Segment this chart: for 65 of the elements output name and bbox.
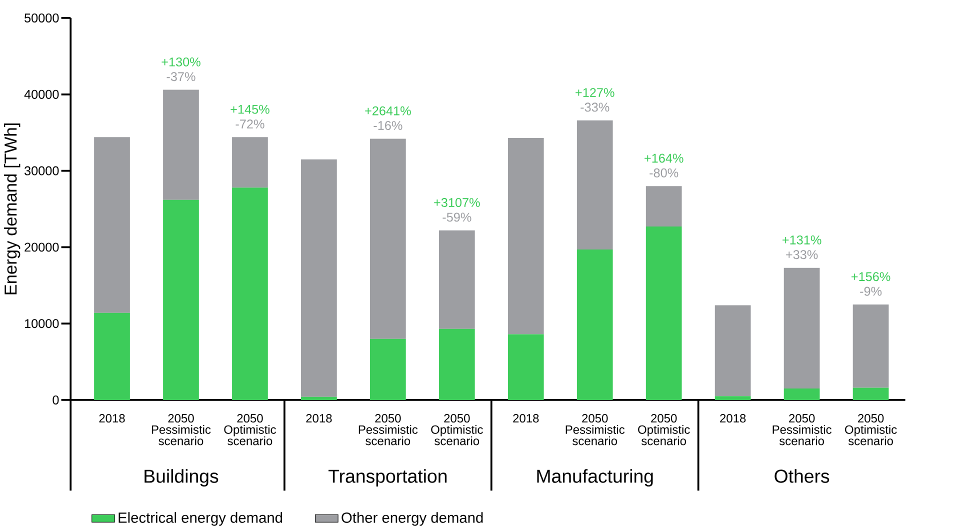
bar: [714, 305, 751, 396]
annotation: -9%: [860, 286, 882, 296]
bar: [163, 90, 199, 200]
bar: [301, 159, 337, 397]
bar: [438, 230, 475, 329]
y-tick-label: 0: [52, 396, 59, 404]
legend-label: Electrical energy demand: [118, 512, 282, 526]
y-tick-label: 40000: [24, 90, 59, 99]
bar: [714, 396, 751, 400]
annotation: +2641%: [365, 106, 411, 116]
y-tick-label: 10000: [24, 319, 59, 328]
bar: [852, 304, 889, 388]
bar: [576, 249, 613, 400]
bar: [438, 328, 475, 400]
bar: [370, 338, 406, 400]
y-tick-label: 50000: [24, 14, 59, 22]
text: Buildings: [144, 469, 218, 487]
bar: [163, 200, 199, 400]
annotation: -37%: [166, 72, 196, 82]
y-axis-title: Energy demand [TWh]: [4, 124, 20, 294]
annotation: -72%: [236, 120, 264, 128]
y-tick-label: 30000: [24, 166, 59, 176]
annotation: -33%: [580, 102, 610, 112]
text: Others: [774, 469, 830, 483]
bar: [576, 120, 613, 250]
bar: [646, 226, 682, 400]
annotation: +3107%: [434, 198, 480, 208]
bar: [852, 388, 889, 400]
bar: [784, 388, 820, 400]
x-tick-label: 2018: [720, 414, 746, 423]
bar: [370, 138, 406, 339]
text: Manufacturing: [537, 469, 653, 487]
annotation: -59%: [442, 212, 472, 222]
x-tick-label: 2050 Optimistic scenario: [845, 414, 897, 446]
x-tick-label: 2018: [306, 414, 332, 423]
bar: [646, 186, 682, 227]
x-tick-label: 2050 Optimistic scenario: [638, 414, 690, 446]
bar: [301, 396, 337, 400]
bar: [94, 312, 130, 400]
x-tick-label: 2050 Pessimistic scenario: [566, 414, 625, 446]
annotation: +164%: [644, 154, 684, 163]
annotation: +131%: [782, 235, 822, 244]
legend-label: Other energy demand: [342, 512, 483, 526]
bar: [94, 137, 130, 313]
bar: [508, 138, 544, 334]
x-tick-label: 2050 Optimistic scenario: [431, 414, 483, 446]
x-tick-label: 2050 Pessimistic scenario: [358, 414, 418, 446]
x-tick-label: 2018: [513, 414, 539, 423]
annotation: +145%: [230, 104, 270, 114]
bar: [232, 137, 268, 188]
bar: [784, 268, 820, 389]
y-tick-label: 20000: [24, 242, 59, 252]
annotation: +33%: [786, 250, 818, 260]
x-tick-label: 2050 Pessimistic scenario: [152, 414, 211, 446]
annotation: -16%: [374, 121, 402, 130]
bar: [508, 334, 544, 400]
x-tick-label: 2050 Optimistic scenario: [224, 414, 276, 446]
annotation: +130%: [162, 57, 200, 66]
x-tick-label: 2050 Pessimistic scenario: [772, 414, 832, 446]
bar: [232, 188, 268, 400]
annotation: -80%: [650, 168, 678, 178]
x-tick-label: 2018: [99, 414, 125, 423]
annotation: +127%: [576, 88, 614, 97]
text: Transportation: [328, 469, 447, 487]
annotation: +156%: [852, 272, 890, 282]
